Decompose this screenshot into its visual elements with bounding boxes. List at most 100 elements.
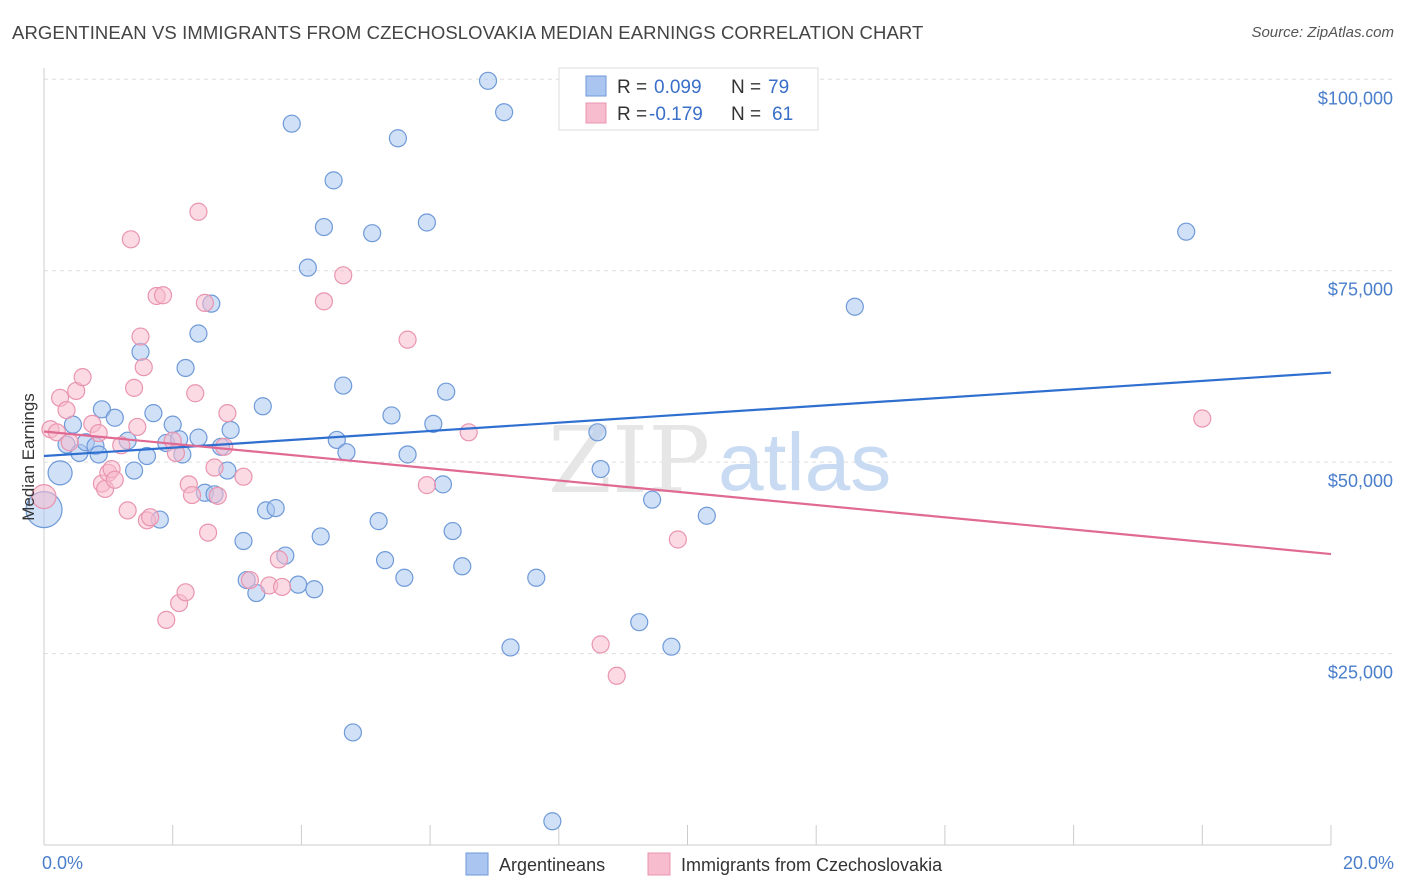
- legend-blue-n-label: N =: [731, 77, 761, 98]
- argentineans-point-34: [266, 498, 285, 518]
- czechoslovakia-point-45: [272, 577, 292, 597]
- legend-pink-n-value: 61: [772, 104, 793, 125]
- czechoslovakia-point-38: [208, 486, 227, 505]
- argentineans-point-68: [630, 613, 649, 632]
- argentineans-point-40: [311, 527, 330, 546]
- czechoslovakia-point-34: [189, 202, 208, 221]
- legend-bottom-pink-swatch: [647, 852, 671, 876]
- czechoslovakia-point-47: [334, 266, 353, 285]
- argentineans-point-22: [189, 324, 208, 343]
- argentineans-point-39: [305, 580, 324, 599]
- czechoslovakia-point-30: [176, 583, 195, 602]
- argentineans-point-59: [453, 557, 472, 576]
- argentineans-point-50: [382, 406, 401, 425]
- legend-pink-r-label: R =: [617, 104, 647, 125]
- argentineans-point-70: [662, 637, 681, 656]
- czechoslovakia-point-9: [89, 423, 108, 443]
- czechoslovakia-point-0: [31, 484, 57, 510]
- y-tick-label-2: $75,000: [1328, 280, 1393, 300]
- legend-bottom-blue-swatch: [465, 852, 489, 876]
- y-axis-label: Median Earnings: [19, 393, 38, 521]
- czechoslovakia-point-18: [124, 378, 144, 397]
- czechoslovakia-point-42: [240, 570, 260, 590]
- czechoslovakia-point-53: [668, 530, 687, 549]
- czechoslovakia-point-36: [198, 523, 218, 542]
- czechoslovakia-trend-line: [43, 430, 1332, 556]
- argentineans-point-66: [591, 459, 610, 479]
- argentineans-point-8: [92, 400, 112, 419]
- legend-bottom-blue-label: Argentineans: [499, 855, 605, 875]
- czechoslovakia-point-20: [131, 327, 150, 346]
- czechoslovakia-point-44: [269, 550, 288, 569]
- czechoslovakia-point-54: [1193, 409, 1212, 428]
- argentineans-point-47: [363, 224, 382, 243]
- argentineans-point-36: [282, 114, 301, 133]
- argentineans-point-37: [289, 575, 308, 594]
- y-tick-label-3: $100,000: [1318, 88, 1393, 108]
- legend-blue-r-label: R =: [617, 77, 647, 98]
- czechoslovakia-point-7: [73, 368, 92, 387]
- argentineans-point-57: [437, 382, 456, 401]
- czechoslovakia-point-48: [398, 330, 417, 349]
- argentineans-point-12: [131, 342, 150, 361]
- czechoslovakia-point-16: [118, 501, 137, 520]
- argentineans-point-53: [398, 445, 417, 464]
- czechoslovakia-point-5: [60, 433, 79, 452]
- watermark-zip: ZIP: [548, 407, 710, 514]
- legend-blue-n-value: 79: [768, 77, 789, 98]
- czechoslovakia-point-40: [218, 404, 237, 423]
- argentineans-point-42: [324, 171, 343, 190]
- argentineans-point-1: [47, 460, 73, 486]
- argentineans-point-45: [337, 443, 356, 462]
- czechoslovakia-point-14: [105, 470, 124, 489]
- argentineans-point-63: [527, 568, 546, 587]
- argentineans-point-71: [697, 506, 716, 525]
- czechoslovakia-point-25: [153, 286, 173, 305]
- argentineans-point-28: [221, 420, 240, 440]
- x-tick-label-0: 0.0%: [42, 853, 83, 873]
- series-immigrants-from-czechoslovakia: [31, 202, 1212, 685]
- argentineans-point-9: [105, 408, 124, 427]
- gridlines: [44, 78, 1393, 655]
- argentineans-point-48: [369, 512, 388, 531]
- czechoslovakia-point-19: [128, 417, 147, 437]
- legend-top: R = 0.099 N = 79 R = -0.179 N = 61: [558, 67, 819, 131]
- legend-blue-r-value: 0.099: [654, 77, 702, 98]
- argentineans-point-32: [253, 397, 272, 416]
- argentineans-point-51: [388, 129, 408, 148]
- chart-title: ARGENTINEAN VS IMMIGRANTS FROM CZECHOSLO…: [12, 22, 924, 43]
- argentineans-point-44: [334, 376, 353, 395]
- argentineans-point-14: [144, 404, 163, 423]
- czechoslovakia-point-39: [215, 437, 234, 456]
- watermark: ZIP atlas: [548, 407, 891, 514]
- argentineans-point-60: [478, 71, 498, 90]
- legend-pink-n-label: N =: [731, 104, 761, 125]
- argentineans-point-11: [124, 461, 144, 480]
- czechoslovakia-point-26: [157, 610, 176, 629]
- chart-source: Source: ZipAtlas.com: [1251, 24, 1394, 41]
- czechoslovakia-point-46: [314, 292, 334, 311]
- czechoslovakia-point-50: [459, 423, 478, 442]
- argentineans-trend-line: [43, 371, 1332, 458]
- czechoslovakia-point-15: [112, 436, 131, 455]
- argentineans-point-58: [443, 521, 462, 541]
- argentineans-point-29: [234, 531, 253, 551]
- czechoslovakia-point-35: [195, 293, 214, 312]
- argentineans-point-61: [495, 103, 514, 122]
- czechoslovakia-point-51: [591, 635, 610, 654]
- czechoslovakia-point-52: [607, 666, 626, 685]
- legend-blue-swatch: [585, 75, 607, 97]
- x-tick-label-1: 20.0%: [1343, 853, 1394, 873]
- argentineans-point-62: [501, 638, 520, 657]
- argentineans-point-38: [298, 258, 317, 277]
- watermark-atlas: atlas: [718, 417, 891, 508]
- argentineans-point-52: [395, 568, 414, 587]
- argentineans-point-46: [343, 723, 362, 742]
- legend-bottom-pink-label: Immigrants from Czechoslovakia: [681, 855, 943, 875]
- y-tick-label-0: $25,000: [1328, 663, 1393, 683]
- argentineans-point-20: [176, 358, 195, 378]
- argentineans-point-69: [643, 490, 662, 509]
- czechoslovakia-point-4: [57, 400, 76, 420]
- legend-bottom: Argentineans Immigrants from Czechoslova…: [465, 852, 943, 876]
